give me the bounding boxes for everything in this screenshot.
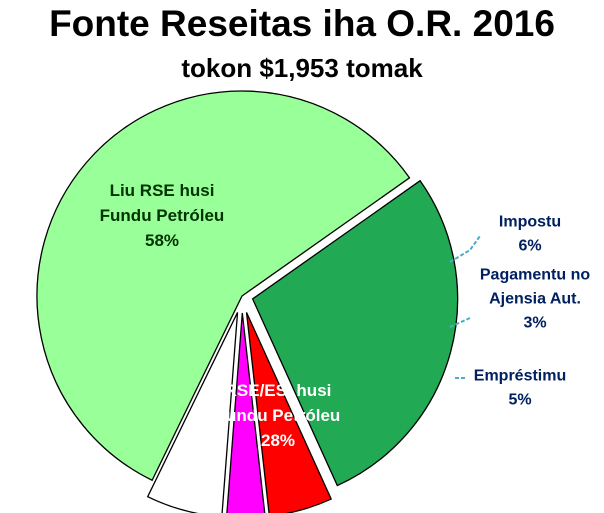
pie-slice-4 bbox=[146, 312, 239, 513]
leader-line-3 bbox=[449, 317, 471, 328]
slice-name-line-3: Ajensia Aut. bbox=[489, 291, 581, 308]
slice-percent-4: 6% bbox=[518, 238, 541, 255]
slice-name-line-3: Pagamentu no bbox=[480, 267, 590, 284]
slice-label-4: Impostu 6% bbox=[499, 214, 561, 255]
slice-name-line-1: RSE/ESI husi bbox=[225, 381, 332, 400]
slice-name-line-0: Liu RSE husi bbox=[110, 181, 215, 200]
slice-percent-1: 28% bbox=[261, 431, 295, 450]
chart-subtitle: tokon $1,953 tomak bbox=[181, 53, 423, 83]
pie-slice-2 bbox=[245, 312, 333, 513]
slice-label-2: Empréstimu 5% bbox=[474, 368, 566, 409]
chart-title: Fonte Reseitas iha O.R. 2016 bbox=[49, 3, 555, 44]
slice-name-line-0: Fundu Petróleu bbox=[100, 206, 225, 225]
slice-name-line-2: Empréstimu bbox=[474, 368, 566, 385]
slice-label-3: Pagamentu no Ajensia Aut. 3% bbox=[480, 267, 590, 332]
slice-percent-2: 5% bbox=[508, 392, 531, 409]
slice-percent-3: 3% bbox=[523, 315, 546, 332]
slice-label-0: Liu RSE husi Fundu Petróleu 58% bbox=[100, 181, 225, 250]
pie-slice-1 bbox=[251, 179, 459, 487]
slice-name-line-4: Impostu bbox=[499, 214, 561, 231]
pie-slice-3 bbox=[226, 312, 266, 513]
leader-line-4 bbox=[449, 235, 481, 263]
slice-percent-0: 58% bbox=[145, 231, 179, 250]
pie-slice-0 bbox=[36, 90, 411, 482]
slice-label-1: RSE/ESI husi Fundu Petróleu 28% bbox=[216, 381, 341, 450]
slice-name-line-1: Fundu Petróleu bbox=[216, 406, 341, 425]
